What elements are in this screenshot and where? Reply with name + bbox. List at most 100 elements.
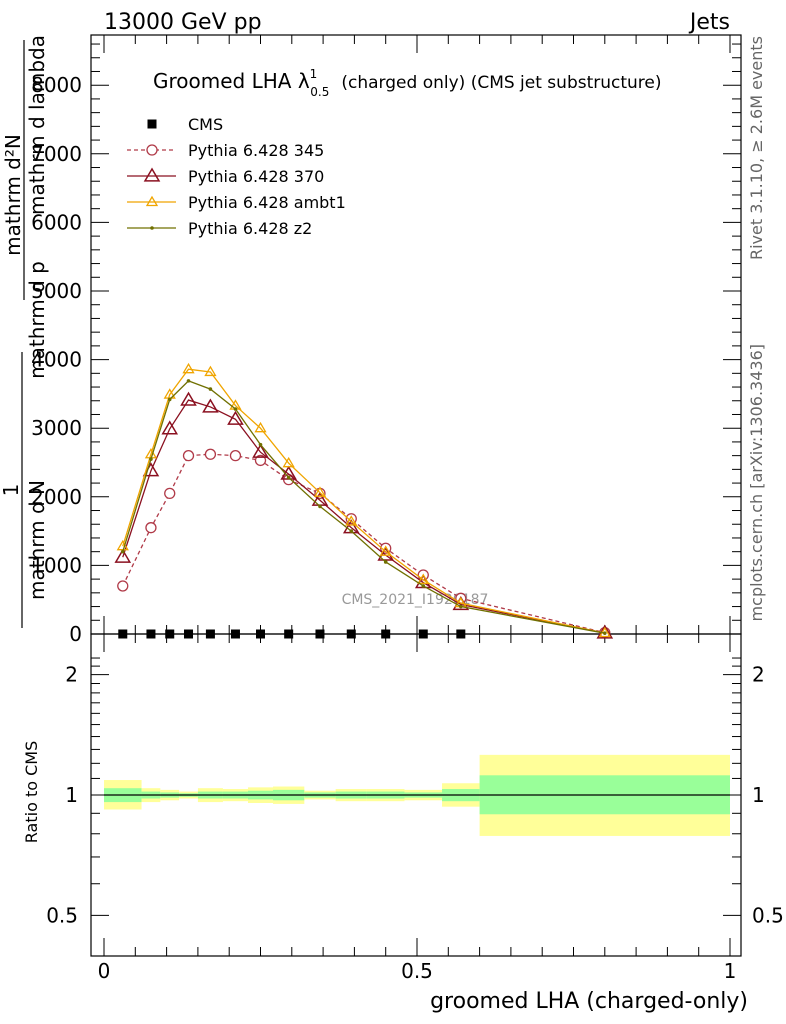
z2-point [603, 631, 607, 635]
p370-point [180, 391, 197, 406]
cms-point [230, 629, 240, 639]
title-rest: (charged only) (CMS jet substructure) [341, 73, 661, 93]
p345-point [229, 449, 242, 462]
z2-point [186, 379, 191, 383]
x-tick-label: 0 [98, 959, 111, 983]
x-tick-label: 1 [724, 959, 737, 983]
p345-point [254, 454, 267, 467]
ratio-y-tick-label: 0.5 [46, 903, 78, 927]
cms-point [147, 119, 157, 129]
z2-point [258, 442, 263, 447]
main-y-tick-label: 4000 [31, 348, 82, 372]
cms-point [315, 629, 325, 639]
main-y-tick-label: 5000 [31, 279, 82, 303]
mcplots-label: mcplots.cern.ch [arXiv:1306.3436] [747, 344, 766, 621]
main-y-tick-label: 8000 [31, 73, 82, 97]
ambt1-point [313, 486, 327, 497]
z2-point [150, 226, 154, 230]
main-y-ticks [91, 43, 741, 635]
p345-point [204, 448, 217, 460]
z2-point [459, 604, 463, 609]
legend-label: CMS [188, 115, 223, 134]
series-1 [117, 448, 611, 639]
cms-point [184, 629, 194, 639]
ratio-y-tick-label-right: 2 [752, 663, 765, 687]
p370-point [143, 167, 161, 182]
header-right: Jets [688, 10, 730, 35]
ambt1-point [379, 545, 392, 556]
main-y-axis-label: 1 mathrm d N mathrm d²N mathrm d p mathr… [0, 35, 49, 628]
watermark-label: CMS_2021_I1920187 [342, 592, 489, 608]
ratio-y-tick-label: 1 [65, 783, 78, 807]
main-y-tick-label: 3000 [31, 416, 82, 440]
p370-point [202, 398, 219, 413]
legend-label: Pythia 6.428 z2 [188, 219, 312, 238]
z2-point [286, 475, 291, 480]
series-line-3 [122, 368, 605, 634]
p345-point [145, 522, 157, 534]
cms-point [456, 629, 466, 639]
ratio-y-axis-label: Ratio to CMS [22, 741, 41, 843]
z2-point [149, 457, 153, 461]
cms-point [146, 629, 156, 639]
ambt1-point [417, 573, 430, 584]
legend-label: Pythia 6.428 370 [188, 167, 324, 186]
chart-title: Groomed LHA λ1 0.5 (charged only) (CMS jet… [153, 67, 662, 99]
rivet-label: Rivet 3.1.10, ≥ 2.6M events [747, 36, 766, 260]
cms-point [165, 629, 175, 639]
z2-point [349, 529, 354, 533]
main-y-tick-label: 0 [69, 622, 82, 646]
cms-point [205, 629, 215, 639]
ambt1-point [145, 195, 159, 207]
header-left: 13000 GeV pp [104, 10, 262, 35]
ratio-y-tick-label-right: 0.5 [752, 903, 784, 927]
p345-point [182, 449, 195, 462]
title-sup: 1 [310, 67, 318, 81]
ylabel-numer-1: 1 [0, 484, 23, 497]
main-y-tick-label: 6000 [31, 210, 82, 234]
x-axis-label: groomed LHA (charged-only) [430, 989, 748, 1014]
z2-point [120, 549, 125, 554]
z2-point [167, 397, 172, 402]
main-y-tick-label: 2000 [31, 485, 82, 509]
series-line-2 [122, 399, 605, 634]
legend-label: Pythia 6.428 ambt1 [188, 193, 346, 212]
cms-point [418, 629, 428, 639]
ylabel-denom-1: mathrm d N [25, 480, 49, 600]
z2-point [318, 504, 322, 509]
ratio-y-tick-label: 2 [65, 663, 78, 687]
series-layer [114, 362, 614, 639]
ratio-y-ticks: 0.5 0.5 1 1 2 2 [46, 657, 784, 927]
z2-point [233, 407, 238, 411]
cms-point [381, 629, 391, 639]
p345-point [164, 487, 176, 500]
title-sub: 0.5 [310, 85, 329, 99]
series-4 [120, 379, 607, 635]
p370-point [114, 548, 132, 563]
z2-point [383, 560, 388, 564]
cms-point [256, 629, 265, 639]
ambt1-point [254, 421, 267, 433]
x-tick-label: 0.5 [401, 959, 433, 983]
main-y-tick-labels: 0 1000 2000 3000 4000 5000 6000 7000 8000 [31, 73, 82, 646]
ambt1-point [182, 362, 195, 374]
cms-point [346, 629, 356, 639]
title-main: Groomed LHA λ [153, 69, 310, 93]
ratio-y-tick-label-right: 1 [752, 783, 765, 807]
ambt1-point [282, 456, 295, 468]
ylabel-numer-2: mathrm d²N [1, 134, 25, 256]
series-0 [118, 629, 466, 639]
ambt1-point [345, 515, 358, 526]
legend-label: Pythia 6.428 345 [188, 141, 324, 160]
ylabel-denom-3: mathrm d lambda [25, 35, 49, 215]
cms-point [284, 629, 294, 639]
cms-point [118, 629, 128, 639]
p370-point [252, 443, 269, 458]
main-y-tick-label: 1000 [31, 553, 82, 577]
p345-point [146, 144, 158, 156]
legend: CMS Pythia 6.428 345 Pythia 6.428 370 Pythi… [127, 115, 346, 238]
p345-point [117, 580, 129, 592]
p370-point [227, 410, 244, 425]
ambt1-point [204, 365, 217, 377]
